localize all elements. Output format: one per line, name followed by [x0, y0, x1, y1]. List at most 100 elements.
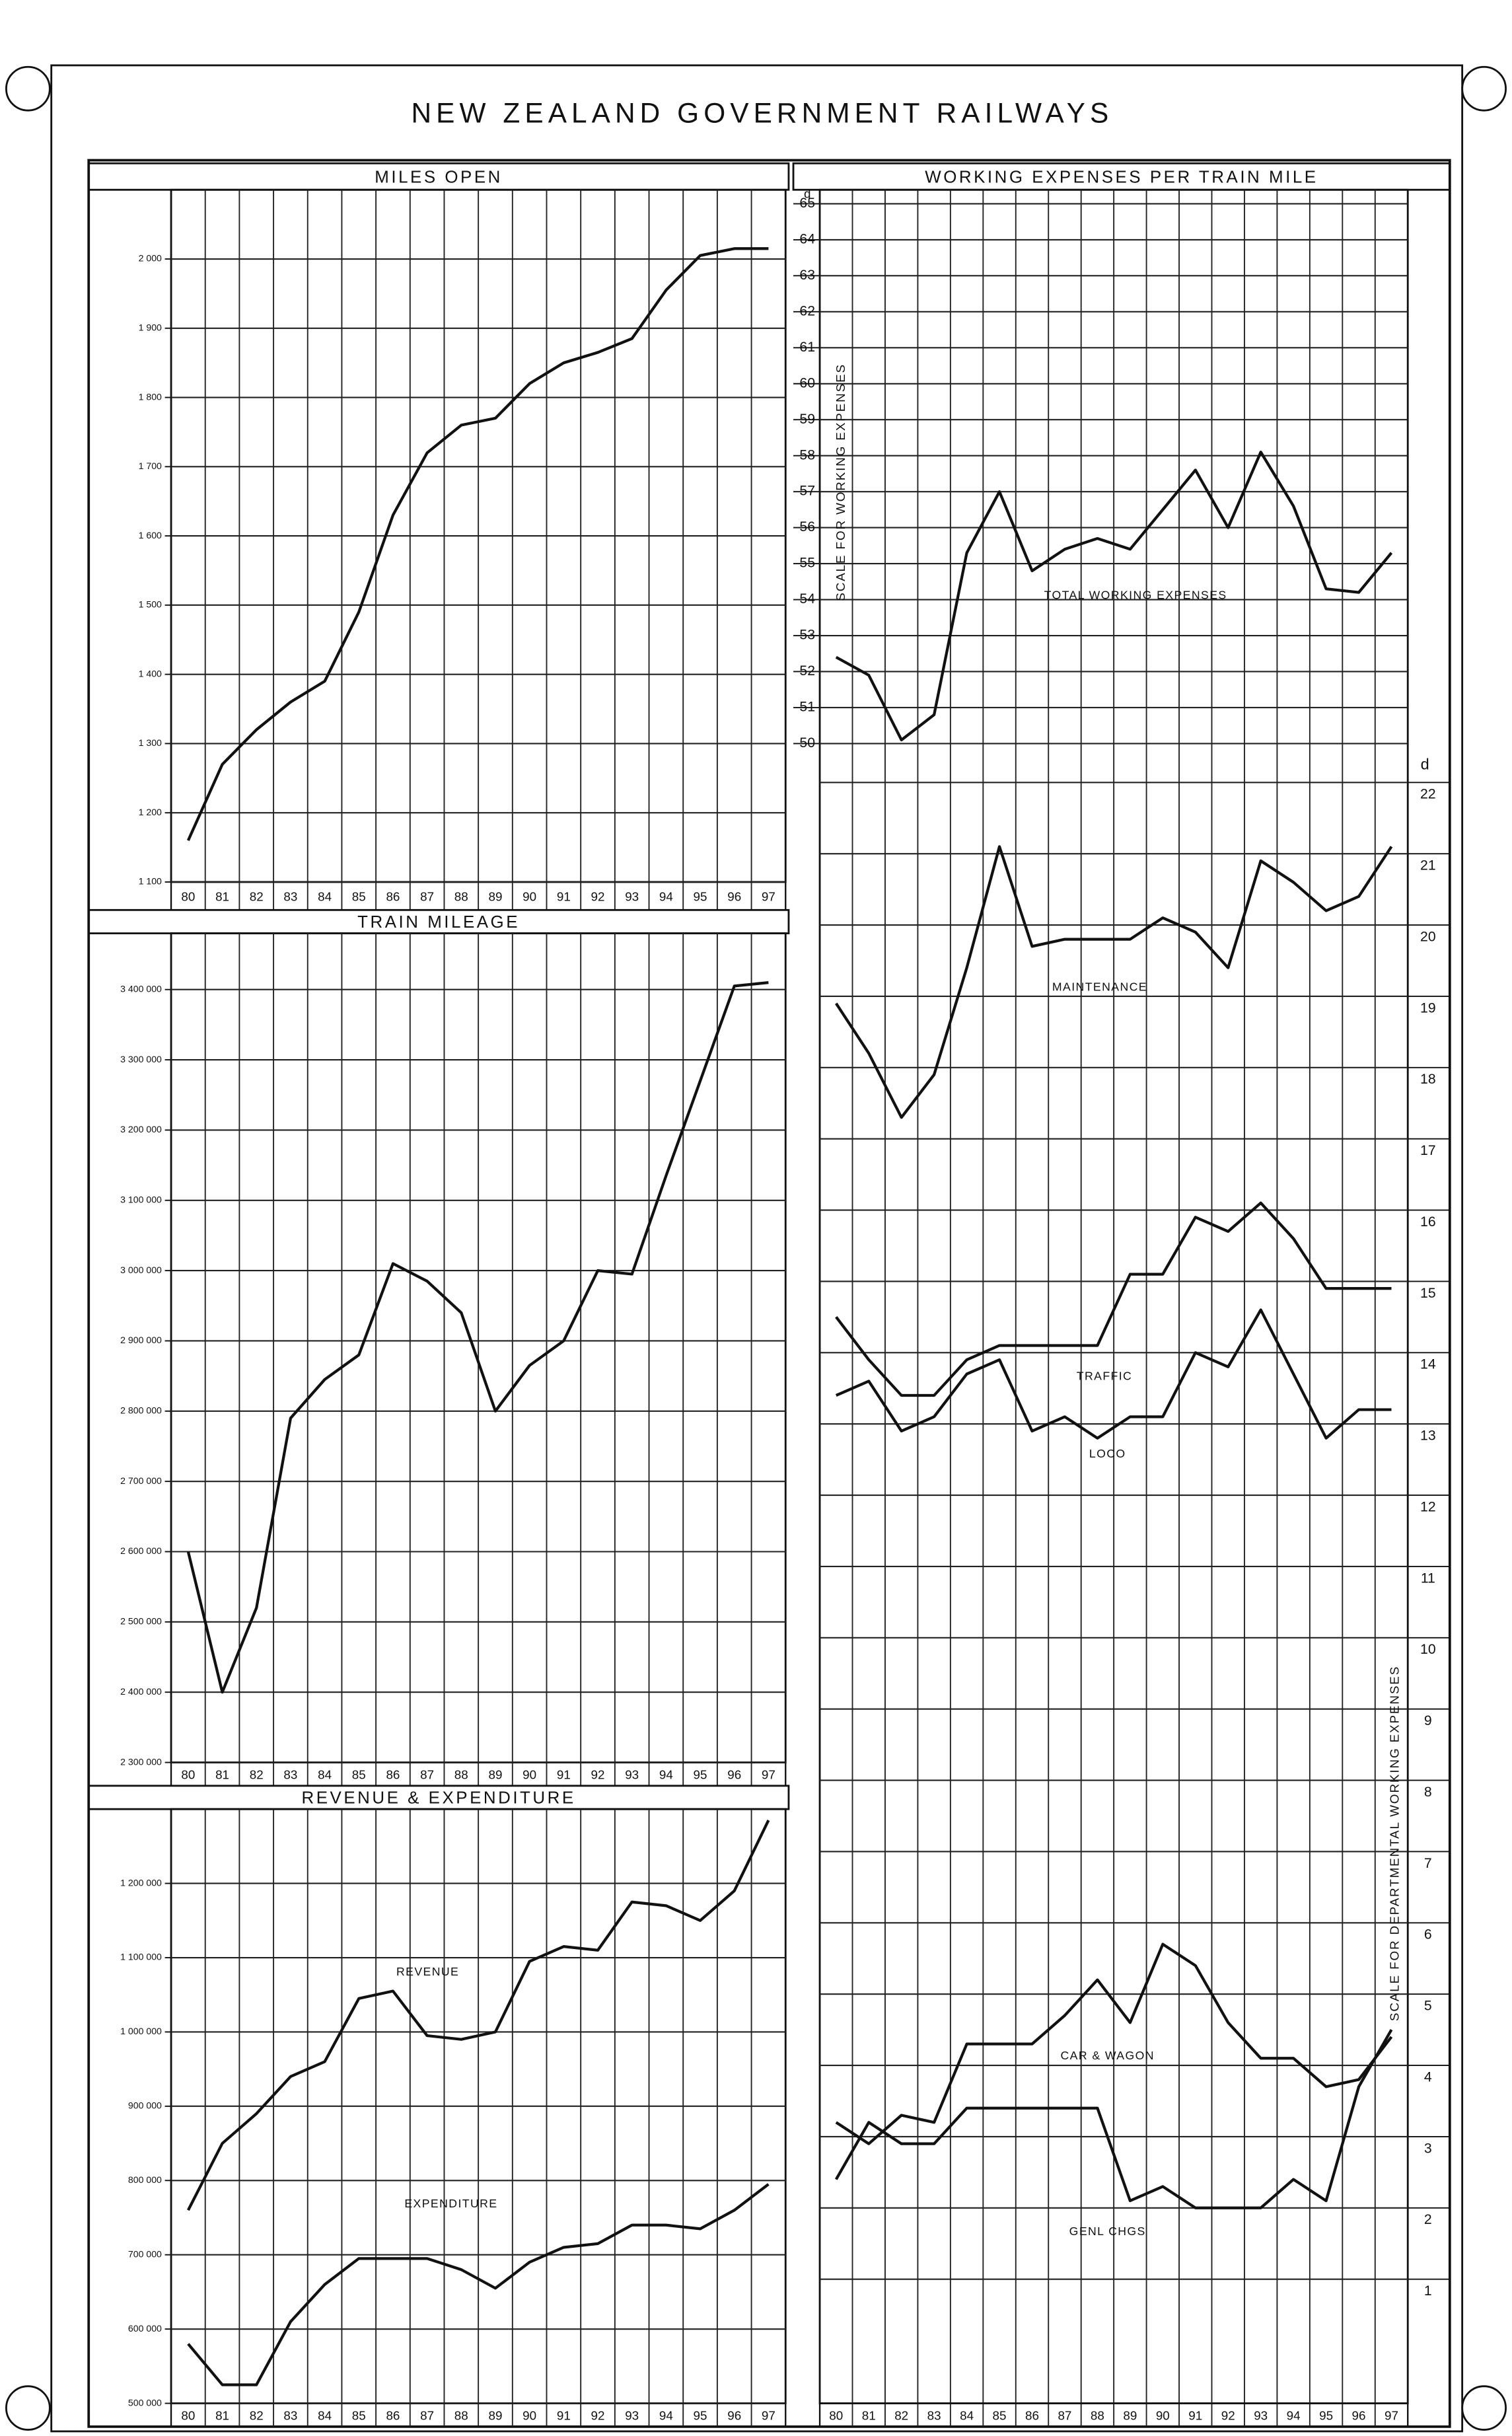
y2-tick-label: 3: [1424, 2141, 1432, 2156]
y2-tick-label: 19: [1420, 1000, 1436, 1015]
x-tick-label: 89: [489, 2409, 503, 2423]
y-tick-label: 61: [799, 340, 815, 355]
panel-title: WORKING EXPENSES PER TRAIN MILE: [925, 168, 1318, 186]
y-tick-label: 54: [799, 591, 815, 607]
x-tick-label: 80: [829, 2409, 843, 2423]
x-tick-label: 91: [557, 1768, 571, 1782]
x-tick-label: 96: [727, 2409, 741, 2423]
y-tick-label: 3 400 000: [120, 983, 162, 994]
y-tick-label: 2 000: [139, 253, 162, 264]
series-label: EXPENDITURE: [404, 2197, 497, 2210]
x-tick-label: 89: [1123, 2409, 1137, 2423]
y-tick-label: 600 000: [128, 2323, 162, 2334]
y2-tick-label: 15: [1420, 1286, 1436, 1301]
x-tick-label: 92: [1221, 2409, 1235, 2423]
y2-tick-label: 7: [1424, 1856, 1432, 1871]
y-tick-label: 1 900: [139, 322, 162, 333]
y-tick-label: 500 000: [128, 2397, 162, 2408]
y-tick-label: 3 000 000: [120, 1265, 162, 1275]
data-line: [186, 980, 769, 1694]
x-tick-label: 93: [625, 889, 639, 903]
y-tick-label: 1 000 000: [120, 2026, 162, 2036]
x-tick-label: 96: [1352, 2409, 1366, 2423]
x-tick-label: 86: [386, 889, 400, 903]
y2-tick-label: 20: [1420, 929, 1436, 944]
panel-title: TRAIN MILEAGE: [357, 913, 520, 932]
y2-unit-label: d: [1421, 756, 1429, 773]
x-tick-label: 83: [283, 2409, 297, 2423]
x-tick-label: 88: [454, 889, 468, 903]
panel-title: MILES OPEN: [375, 168, 503, 186]
x-tick-label: 87: [420, 889, 434, 903]
y2-tick-label: 4: [1424, 2069, 1432, 2085]
y-tick-label: 57: [799, 484, 815, 499]
x-tick-label: 84: [318, 1768, 332, 1782]
x-tick-label: 91: [557, 889, 571, 903]
y-tick-label: 63: [799, 268, 815, 283]
x-tick-label: 96: [727, 1768, 741, 1782]
y-tick-label: 64: [799, 231, 815, 246]
y-tick-label: 1 700: [139, 461, 162, 471]
y-tick-label: 1 100: [139, 876, 162, 887]
y-tick-label: 1 200: [139, 807, 162, 817]
x-tick-label: 89: [489, 1768, 503, 1782]
x-tick-label: 82: [250, 1768, 264, 1782]
x-tick-label: 86: [386, 1768, 400, 1782]
x-tick-label: 85: [352, 1768, 366, 1782]
x-tick-label: 96: [727, 889, 741, 903]
y-tick-label: 51: [799, 700, 815, 715]
y2-tick-label: 12: [1420, 1499, 1436, 1514]
y-tick-label: 52: [799, 663, 815, 679]
x-tick-label: 83: [927, 2409, 941, 2423]
x-tick-label: 82: [250, 889, 264, 903]
corner-ornament: [5, 2385, 51, 2431]
data-line: [835, 1308, 1392, 1440]
data-line: [834, 2029, 1393, 2209]
x-tick-label: 90: [522, 1768, 536, 1782]
x-tick-label: 91: [557, 2409, 571, 2423]
y2-tick-label: 17: [1420, 1143, 1436, 1158]
y-tick-label: 2 500 000: [120, 1616, 162, 1627]
y2-tick-label: 10: [1420, 1642, 1436, 1657]
x-tick-label: 97: [1385, 2409, 1398, 2423]
y-tick-label: 2 400 000: [120, 1686, 162, 1697]
x-tick-label: 81: [215, 889, 229, 903]
series-label: TOTAL WORKING EXPENSES: [1044, 588, 1227, 601]
y-tick-label: 65: [799, 196, 815, 211]
y2-tick-label: 6: [1424, 1927, 1432, 1942]
x-tick-label: 90: [522, 2409, 536, 2423]
x-tick-label: 85: [352, 889, 366, 903]
data-line: [835, 1201, 1392, 1397]
data-line: [835, 451, 1393, 742]
y2-axis-label: SCALE FOR DEPARTMENTAL WORKING EXPENSES: [1387, 1666, 1401, 2021]
x-tick-label: 80: [181, 2409, 195, 2423]
x-tick-label: 93: [625, 2409, 639, 2423]
x-tick-label: 88: [454, 1768, 468, 1782]
y-tick-label: 59: [799, 412, 815, 427]
y-tick-label: 1 500: [139, 599, 162, 610]
x-tick-label: 81: [215, 2409, 229, 2423]
x-tick-label: 84: [318, 889, 332, 903]
y-tick-label: 1 100 000: [120, 1952, 162, 1962]
x-tick-label: 92: [591, 1768, 605, 1782]
y-tick-label: 56: [799, 519, 815, 535]
y2-tick-label: 18: [1420, 1072, 1436, 1087]
x-tick-label: 90: [1156, 2409, 1170, 2423]
y2-tick-label: 8: [1424, 1785, 1432, 1800]
series-label: CAR & WAGON: [1060, 2049, 1154, 2062]
x-tick-label: 92: [591, 889, 605, 903]
x-tick-label: 97: [762, 1768, 775, 1782]
y-unit-label: d: [804, 186, 810, 200]
y-tick-label: 1 600: [139, 530, 162, 540]
y-tick-label: 2 700 000: [120, 1475, 162, 1486]
x-tick-label: 86: [386, 2409, 400, 2423]
x-tick-label: 81: [862, 2409, 876, 2423]
corner-ornament: [1461, 2385, 1507, 2431]
y2-tick-label: 11: [1421, 1570, 1435, 1586]
x-tick-label: 93: [625, 1768, 639, 1782]
y-tick-label: 62: [799, 303, 815, 318]
x-tick-label: 85: [352, 2409, 366, 2423]
data-line: [187, 2183, 770, 2386]
x-tick-label: 83: [283, 889, 297, 903]
